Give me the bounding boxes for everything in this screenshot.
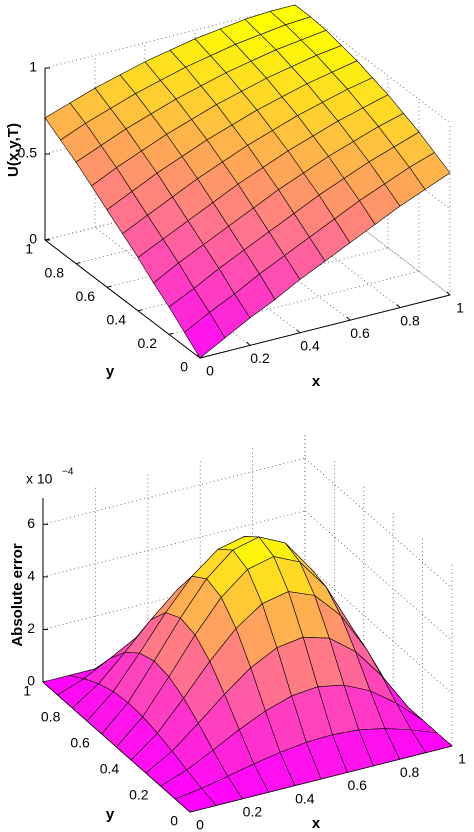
z-multiplier: x 10 <box>26 471 53 487</box>
x-tick-label: 1 <box>456 300 464 316</box>
grid-line <box>42 457 306 525</box>
x-tick-label: 0.4 <box>300 338 320 354</box>
x-tick-label: 0.6 <box>347 777 367 793</box>
tick-mark <box>246 342 251 346</box>
z-exponent: −4 <box>62 467 74 478</box>
y-tick-label: 0.2 <box>138 335 158 351</box>
x-tick-label: 0.8 <box>400 312 420 328</box>
tick-mark <box>168 332 174 335</box>
y-tick-label: 0.6 <box>70 735 90 751</box>
grid-line <box>244 189 401 308</box>
x-tick-label: 0.2 <box>250 350 270 366</box>
z-tick-label: 1 <box>29 59 37 75</box>
x-tick-label: 0.8 <box>400 764 420 780</box>
z-tick-label: 4 <box>27 568 35 584</box>
grid-line <box>294 4 451 124</box>
grid-line <box>168 271 420 335</box>
surface-patch <box>184 311 226 359</box>
z-tick-label: 0.5 <box>18 145 38 161</box>
z-tick-label: 6 <box>27 515 35 531</box>
x-tick-label: 1 <box>458 751 466 767</box>
grid-line <box>294 176 451 296</box>
tick-mark <box>346 316 351 321</box>
tick-mark <box>75 262 81 265</box>
tick-mark <box>44 238 50 241</box>
x-tick-label: 0 <box>206 363 214 379</box>
z-tick-label: 0 <box>29 231 37 247</box>
x-axis-label: x <box>312 373 321 390</box>
y-tick-label: 0 <box>170 813 178 829</box>
x-tick-label: 0 <box>196 817 204 832</box>
grid-line <box>194 201 351 321</box>
y-tick-label: 0.2 <box>129 787 149 803</box>
y-tick-label: 0.8 <box>41 709 61 725</box>
y-tick-label: 0.4 <box>107 312 127 328</box>
x-axis-label: x <box>312 815 321 832</box>
grid-line <box>144 214 301 334</box>
tick-mark <box>396 304 401 308</box>
surface-patch <box>174 788 217 813</box>
y-tick-label: 0.6 <box>76 288 96 304</box>
y-tick-label: 0.4 <box>100 761 120 777</box>
z-tick-label: 0 <box>27 673 35 689</box>
y-tick-label: 0 <box>180 359 188 375</box>
z-axis-label: Absolute error <box>9 543 26 647</box>
axis-line <box>44 239 201 359</box>
axis-line <box>199 294 451 359</box>
z-tick-label: 2 <box>27 620 35 636</box>
grid-line <box>304 457 453 589</box>
y-axis-label: y <box>106 363 115 380</box>
tick-mark <box>137 309 143 312</box>
y-tick-label: 1 <box>25 241 33 257</box>
y-axis-label: y <box>106 806 115 823</box>
x-tick-label: 0.4 <box>295 790 315 806</box>
tick-mark <box>106 285 112 288</box>
grid-line <box>44 4 296 69</box>
tick-mark <box>296 329 301 334</box>
grid-line <box>304 563 453 694</box>
y-tick-label: 0.8 <box>45 264 65 280</box>
grid-line <box>304 510 453 642</box>
x-tick-label: 0.6 <box>350 325 370 341</box>
y-tick-label: 1 <box>23 683 31 699</box>
x-tick-label: 0.2 <box>243 804 263 820</box>
tick-mark <box>446 291 451 296</box>
z-axis-label: U(x,y,T) <box>5 123 22 177</box>
